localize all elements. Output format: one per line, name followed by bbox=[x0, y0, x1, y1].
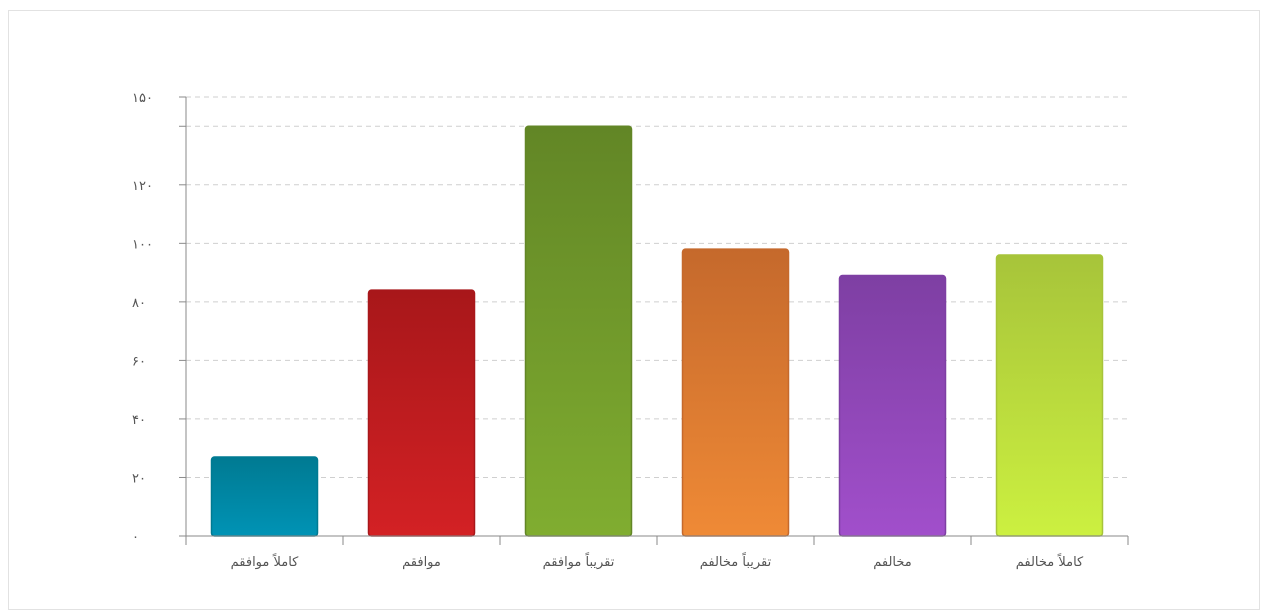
bars bbox=[210, 125, 1104, 537]
bar-2 bbox=[367, 289, 476, 537]
x-category-label: كاملاً موافقم bbox=[231, 553, 300, 570]
y-tick-label: ۴۰ bbox=[132, 413, 146, 428]
bar-6 bbox=[995, 254, 1104, 537]
x-category-label: تقريباً مخالفم bbox=[700, 552, 772, 570]
labels: ۰ ۲۰ ۴۰ ۶۰ ۸۰ ۱۰۰ ۱۲۰ ۱۵۰ كاملاً موافقم موافقم تقر… bbox=[132, 91, 1084, 570]
y-tick-label: ۲۰ bbox=[132, 471, 146, 486]
x-category-label: مخالفم bbox=[873, 555, 912, 570]
y-tick-label: ۱۲۰ bbox=[132, 179, 153, 194]
axes bbox=[179, 96, 1129, 545]
bar-4 bbox=[681, 248, 790, 537]
y-tick-label: ۸۰ bbox=[132, 296, 146, 311]
x-category-label: موافقم bbox=[402, 555, 441, 570]
x-category-label: تقريباً موافقم bbox=[543, 552, 615, 570]
x-category-label: كاملاً مخالفم bbox=[1016, 553, 1084, 570]
y-tick-label: ۰ bbox=[132, 530, 139, 545]
y-tick-label: ۱۰۰ bbox=[132, 237, 153, 252]
y-tick-label: ۶۰ bbox=[132, 354, 146, 369]
bar-1 bbox=[210, 456, 319, 537]
y-tick-label: ۱۵۰ bbox=[132, 91, 153, 106]
gridlines bbox=[186, 96, 1128, 478]
bar-5 bbox=[838, 274, 947, 537]
bar-3 bbox=[524, 125, 633, 537]
